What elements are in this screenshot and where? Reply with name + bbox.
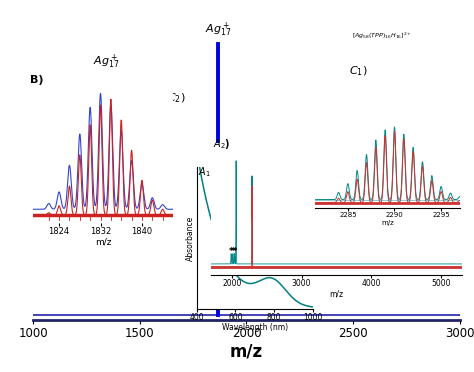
Text: B): B) bbox=[30, 75, 44, 85]
Text: $C_1$): $C_1$) bbox=[349, 64, 367, 78]
Text: $Ag_{17}^+$: $Ag_{17}^+$ bbox=[205, 20, 231, 39]
Text: *: * bbox=[231, 247, 235, 256]
Text: $Ag_{17}^+$: $Ag_{17}^+$ bbox=[92, 52, 119, 71]
X-axis label: m/z: m/z bbox=[230, 343, 263, 360]
Text: $C_2$): $C_2$) bbox=[166, 91, 185, 105]
Text: $[Ag_{58}(TPP)_{16}H_{16}]^{2+}$: $[Ag_{58}(TPP)_{16}H_{16}]^{2+}$ bbox=[352, 31, 412, 41]
Text: $A_2$): $A_2$) bbox=[213, 137, 231, 151]
Text: $A_1$): $A_1$) bbox=[198, 164, 215, 179]
Text: *: * bbox=[229, 247, 234, 256]
X-axis label: Wavelength (nm): Wavelength (nm) bbox=[222, 323, 288, 332]
X-axis label: m/z: m/z bbox=[381, 220, 394, 226]
X-axis label: m/z: m/z bbox=[329, 290, 344, 299]
X-axis label: m/z: m/z bbox=[95, 238, 111, 247]
Y-axis label: Absorbance: Absorbance bbox=[186, 215, 195, 261]
Text: *: * bbox=[232, 247, 237, 256]
